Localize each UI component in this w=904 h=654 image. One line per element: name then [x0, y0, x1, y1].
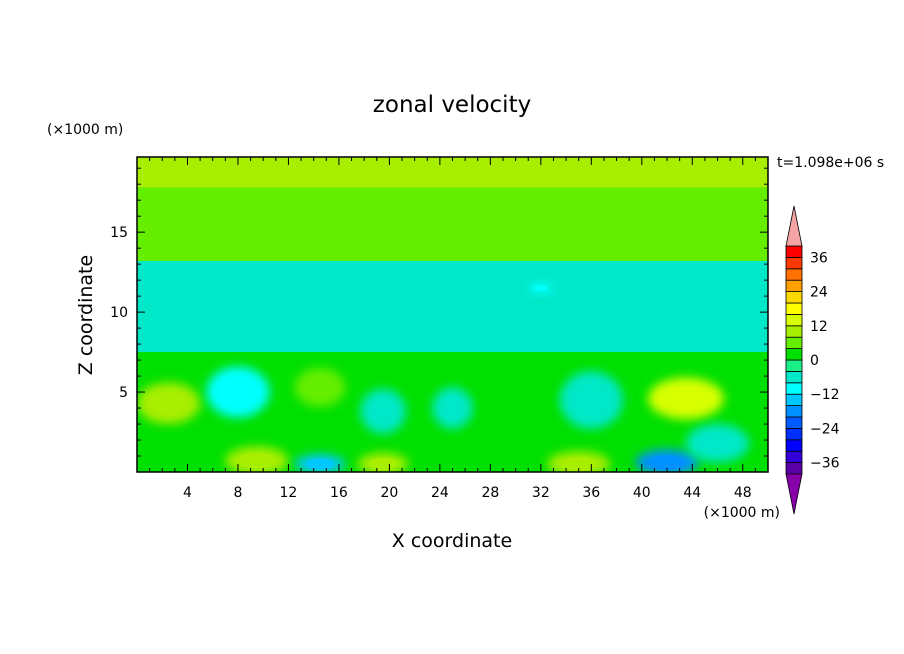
- colorbar-segment: [785, 256, 803, 270]
- colorbar-segment: [785, 439, 803, 452]
- y-unit-label: (×1000 m): [47, 122, 123, 138]
- colorbar-segment: [785, 450, 803, 464]
- colorbar-segment: [785, 268, 803, 281]
- field-feature-core: [700, 432, 735, 454]
- colorbar-segment: [785, 427, 803, 441]
- field-band: [137, 157, 768, 188]
- colorbar-segment: [785, 313, 803, 327]
- x-tick-label: 20: [380, 485, 398, 501]
- field-feature-core: [151, 391, 186, 415]
- field-feature-core: [665, 387, 707, 410]
- colorbar-label: 36: [810, 250, 828, 266]
- x-tick-label: 4: [183, 485, 192, 501]
- y-tick-label: 15: [110, 225, 128, 241]
- colorbar-over-arrow: [785, 205, 803, 247]
- field-feature-core: [561, 456, 597, 472]
- colorbar-segment: [785, 405, 803, 418]
- x-tick-label: 32: [532, 485, 550, 501]
- field-band: [137, 187, 768, 261]
- colorbar-under-arrow: [785, 473, 803, 515]
- colorbar-segment: [785, 359, 803, 372]
- x-tick-label: 36: [582, 485, 600, 501]
- colorbar-label: −12: [810, 387, 840, 403]
- colorbar-segment: [785, 245, 803, 258]
- x-axis: 4 8 12 16 20 24 28 32 36 40 44 48: [149, 157, 756, 501]
- x-tick-label: 28: [481, 485, 499, 501]
- field-feature-core: [573, 384, 609, 416]
- colorbar-segment: [785, 291, 803, 304]
- field-feature-core: [533, 285, 548, 291]
- colorbar-segment: [785, 416, 803, 429]
- field-feature-core: [369, 457, 397, 471]
- x-tick-label: 12: [280, 485, 298, 501]
- colorbar-label: −24: [810, 421, 840, 437]
- x-tick-label: 48: [734, 485, 752, 501]
- colorbar-segment: [785, 279, 803, 293]
- colorbar-label: −36: [810, 456, 840, 472]
- field-feature-core: [441, 396, 464, 420]
- x-tick-label: 40: [633, 485, 651, 501]
- colorbar-segment: [785, 348, 803, 361]
- colorbar-label: 0: [810, 353, 819, 369]
- field-feature-core: [306, 376, 334, 398]
- y-tick-label: 10: [110, 305, 128, 321]
- field-band: [137, 260, 768, 353]
- colorbar-segment: [785, 462, 803, 475]
- x-tick-label: 44: [683, 485, 701, 501]
- colorbar-segment: [785, 325, 803, 338]
- colorbar-segment: [785, 336, 803, 350]
- colorbar-segment: [785, 302, 803, 315]
- x-tick-label: 24: [431, 485, 449, 501]
- x-tick-label: 8: [233, 485, 242, 501]
- colorbar-segment: [785, 393, 803, 407]
- field-feature-core: [370, 398, 396, 424]
- plot-area: [137, 157, 768, 472]
- colorbar-segment: [785, 382, 803, 395]
- y-axis-title: Z coordinate: [75, 255, 97, 375]
- x-unit-label: (×1000 m): [704, 505, 780, 521]
- time-label: t=1.098e+06 s: [777, 155, 884, 171]
- field-feature-core: [649, 455, 685, 470]
- x-tick-label: 16: [330, 485, 348, 501]
- colorbar-segment: [785, 370, 803, 384]
- chart-title: zonal velocity: [373, 92, 531, 118]
- colorbar-label: 24: [810, 285, 828, 301]
- field-feature-core: [220, 377, 256, 407]
- colorbar-label: 12: [810, 319, 828, 335]
- y-tick-label: 5: [119, 385, 128, 401]
- field-feature-core: [239, 452, 275, 469]
- x-axis-title: X coordinate: [392, 530, 512, 552]
- field-features: [137, 283, 750, 472]
- field-feature-core: [306, 458, 334, 470]
- colorbar: 36 24 12 0 −12 −24 −36: [785, 205, 840, 515]
- y-axis: 5 10 15: [110, 167, 768, 457]
